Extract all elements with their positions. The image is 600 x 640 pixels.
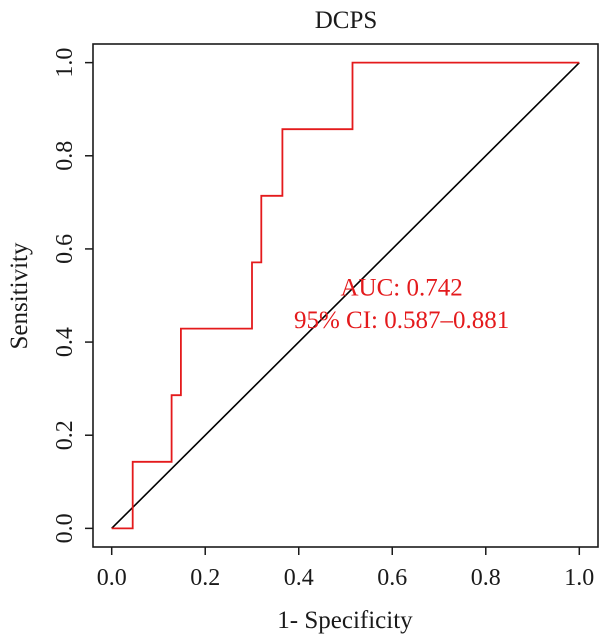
x-tick-label: 0.2 — [190, 565, 220, 591]
auc-annotation: AUC: 0.742 — [340, 275, 462, 302]
plot-frame — [92, 43, 599, 548]
x-axis: 0.0 0.2 0.4 0.6 0.8 1.0 — [97, 547, 594, 591]
y-tick-label: 0.0 — [52, 513, 78, 543]
x-tick-label: 0.8 — [471, 565, 501, 591]
chart-title: DCPS — [315, 7, 378, 34]
x-tick-label: 0.6 — [377, 565, 407, 591]
roc-curve-line — [111, 61, 580, 530]
y-axis-label: Sensitivity — [6, 242, 33, 349]
y-tick-label: 0.4 — [52, 327, 78, 357]
x-axis-label: 1- Specificity — [277, 607, 413, 634]
y-tick-label: 0.2 — [52, 420, 78, 450]
x-tick-label: 0.0 — [97, 565, 127, 591]
y-tick-label: 1.0 — [52, 48, 78, 78]
plot-area: AUC: 0.742 95% CI: 0.587–0.881 — [111, 61, 580, 530]
y-axis: 0.0 0.2 0.4 0.6 0.8 1.0 — [52, 48, 93, 543]
y-tick-label: 0.8 — [52, 141, 78, 171]
x-tick-label: 0.4 — [284, 565, 314, 591]
y-tick-label: 0.6 — [52, 234, 78, 264]
reference-diagonal-line — [111, 62, 580, 529]
ci-annotation: 95% CI: 0.587–0.881 — [294, 307, 509, 334]
x-tick-label: 1.0 — [564, 565, 594, 591]
